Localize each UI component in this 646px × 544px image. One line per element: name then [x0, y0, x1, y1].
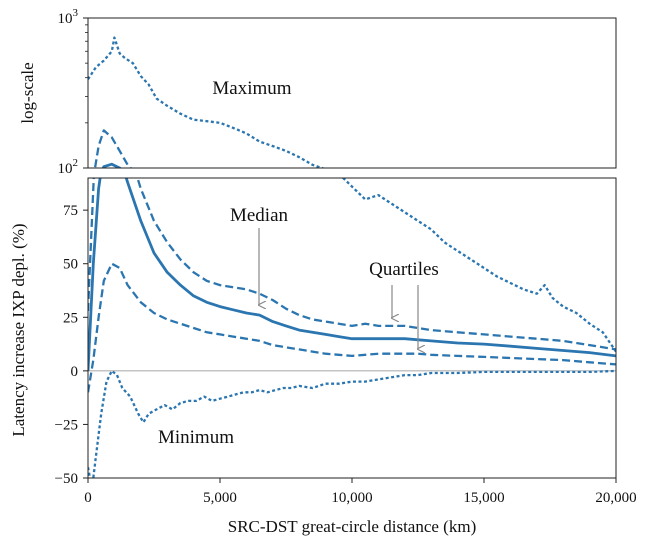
- x-axis-label: SRC-DST great-circle distance (km): [228, 517, 476, 536]
- top-y-tick-label: 102: [58, 157, 79, 177]
- x-ticks: 0 5,000 10,000 15,000 20,000: [84, 478, 637, 506]
- x-tick-label: 5,000: [203, 490, 237, 506]
- bottom-y-axis-label: Latency increase IXP depl. (%): [9, 223, 28, 436]
- y-tick-label: 75: [63, 203, 78, 219]
- bottom-upper-quartile-line: [88, 178, 616, 351]
- bottom-maximum-line: [341, 178, 616, 353]
- top-median-line: [101, 162, 122, 168]
- y-tick-label: 25: [63, 310, 78, 326]
- annotation-quartiles: Quartiles: [369, 259, 439, 280]
- bottom-minimum-line: [88, 369, 616, 478]
- y-tick-label: −25: [55, 417, 78, 433]
- y-tick-label: 50: [63, 257, 78, 273]
- bottom-series-layer: [88, 178, 616, 478]
- annotation-maximum: Maximum: [212, 78, 291, 99]
- top-series-layer: [88, 36, 326, 168]
- x-tick-label: 0: [84, 490, 92, 506]
- top-y-tick-label: 103: [58, 7, 79, 27]
- bottom-y-ticks: −50 −25 0 25 50 75: [55, 203, 88, 487]
- top-panel: 102 103 log-scale Maximum: [18, 7, 617, 177]
- top-panel-frame: [87, 17, 617, 169]
- top-y-ticks: 102 103: [58, 7, 88, 177]
- top-y-axis-label: log-scale: [18, 62, 37, 123]
- annotation-median: Median: [230, 205, 289, 226]
- top-maximum-line: [88, 36, 326, 168]
- top-upper-quartile-line: [93, 129, 133, 168]
- bottom-panel: −50 −25 0 25 50 75 0 5,000 10,000 15,000 20,000 L…: [9, 177, 637, 536]
- bottom-lower-quartile-line: [88, 262, 616, 393]
- y-tick-label: −50: [55, 471, 78, 487]
- y-tick-label: 0: [71, 364, 79, 380]
- annotation-minimum: Minimum: [158, 427, 234, 448]
- x-tick-label: 15,000: [463, 490, 504, 506]
- bottom-median-line: [88, 178, 616, 371]
- x-tick-label: 10,000: [331, 490, 372, 506]
- x-tick-label: 20,000: [595, 490, 636, 506]
